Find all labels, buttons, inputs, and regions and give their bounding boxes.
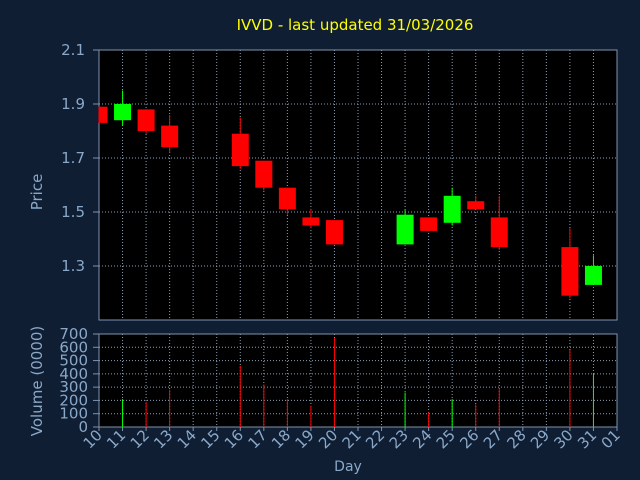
volume-tick-label: 100 <box>59 405 88 423</box>
candle-body <box>420 217 438 231</box>
candle-body <box>490 217 508 248</box>
candle-body <box>443 195 461 223</box>
price-tick-label: 1.3 <box>61 257 85 275</box>
x-tick-label: 28 <box>503 426 529 452</box>
x-tick-label: 14 <box>174 426 200 452</box>
volume-tick-label: 0 <box>78 418 88 436</box>
x-tick-label: 17 <box>244 426 270 452</box>
x-tick-label: 20 <box>315 426 341 452</box>
price-tick-label: 1.9 <box>61 95 85 113</box>
volume-axis-label: Volume (0000) <box>28 326 46 436</box>
volume-tick-label: 400 <box>59 365 88 383</box>
chart-title: IVVD - last updated 31/03/2026 <box>237 16 474 34</box>
candle-body <box>99 106 108 123</box>
x-tick-label: 23 <box>386 426 412 452</box>
x-tick-label: 18 <box>268 426 294 452</box>
x-tick-label: 16 <box>221 426 247 452</box>
candle-body <box>161 125 179 148</box>
volume-tick-label: 700 <box>59 325 88 343</box>
price-panel: 1.3 1.5 1.7 1.9 2.1 <box>61 41 618 321</box>
volume-tick-label: 200 <box>59 391 88 409</box>
x-tick-label: 26 <box>456 426 482 452</box>
candle-body <box>467 201 485 210</box>
price-plot-border <box>98 49 618 321</box>
x-tick-label: 12 <box>127 426 153 452</box>
x-axis-label: Day <box>334 459 362 475</box>
x-tick-label: 22 <box>362 426 388 452</box>
price-tick-label: 2.1 <box>61 41 85 59</box>
volume-panel: 0100200300400500600700101112131415161718… <box>59 325 623 452</box>
volume-tick-label: 500 <box>59 352 88 370</box>
candle-body <box>561 247 579 296</box>
x-tick-label: 21 <box>339 426 365 452</box>
x-tick-label: 13 <box>150 426 176 452</box>
candle-body <box>231 133 249 167</box>
candle-body <box>396 214 414 245</box>
x-tick-label: 19 <box>292 426 318 452</box>
x-tick-label: 15 <box>197 426 223 452</box>
volume-tick-label: 600 <box>59 338 88 356</box>
x-tick-label: 27 <box>480 426 506 452</box>
x-tick-label: 01 <box>598 426 624 452</box>
x-tick-label: 30 <box>551 426 577 452</box>
price-tick-label: 1.7 <box>61 149 85 167</box>
x-tick-label: 25 <box>433 426 459 452</box>
x-tick-label: 11 <box>103 426 129 452</box>
candle-body <box>302 217 320 226</box>
candle-body <box>325 220 343 245</box>
volume-tick-label: 300 <box>59 378 88 396</box>
x-tick-label: 24 <box>409 426 435 452</box>
price-tick-label: 1.5 <box>61 203 85 221</box>
x-tick-label: 31 <box>574 426 600 452</box>
candle-body <box>278 187 296 210</box>
candle-body <box>137 109 155 131</box>
x-tick-label: 29 <box>527 426 553 452</box>
candle-body <box>114 104 132 121</box>
candle-body <box>584 266 602 285</box>
candle-body <box>255 160 273 188</box>
volume-plot-area <box>99 334 617 427</box>
price-axis-label: Price <box>28 174 46 211</box>
